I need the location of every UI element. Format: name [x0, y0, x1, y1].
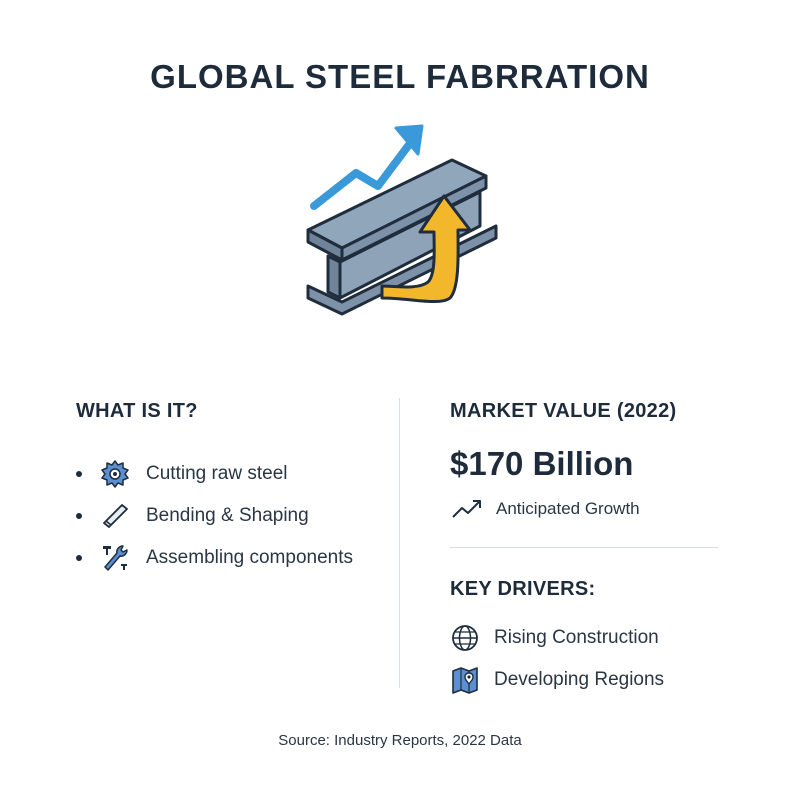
page-title: GLOBAL STEEL FABRRATION [150, 58, 650, 95]
bullet [76, 555, 82, 561]
wrench-bolt-icon [103, 545, 128, 571]
bullet [76, 471, 82, 477]
globe-icon [452, 625, 478, 651]
growth-label: Anticipated Growth [496, 499, 640, 518]
driver-label: Developing Regions [494, 669, 665, 690]
list-item: Assembling components [76, 537, 386, 579]
growth-row: Anticipated Growth [450, 497, 730, 521]
what-is-it-section: WHAT IS IT? Cutting raw steel Bending & … [76, 400, 386, 579]
driver-label: Rising Construction [494, 627, 659, 648]
drivers-heading: KEY DRIVERS: [450, 578, 596, 600]
steel-bar-icon [103, 504, 128, 528]
market-value: $170 Billion [450, 445, 634, 482]
list-item-label: Assembling components [146, 547, 353, 568]
section-divider [450, 547, 718, 548]
saw-blade-icon [101, 460, 129, 488]
source-note: Source: Industry Reports, 2022 Data [278, 732, 522, 749]
trend-up-icon [452, 500, 481, 518]
column-divider [399, 398, 400, 688]
market-heading: MARKET VALUE (2022) [450, 400, 677, 422]
list-item: Cutting raw steel [76, 453, 386, 495]
bullet [76, 513, 82, 519]
list-item-label: Cutting raw steel [146, 463, 288, 484]
list-item-label: Bending & Shaping [146, 505, 309, 526]
market-section: MARKET VALUE (2022) $170 Billion Anticip… [450, 400, 730, 701]
list-item: Rising Construction [450, 617, 730, 659]
steel-beam-growth-icon [306, 124, 498, 316]
list-item: Bending & Shaping [76, 495, 386, 537]
map-pin-icon [452, 667, 478, 694]
list-item: Developing Regions [450, 659, 730, 701]
what-is-it-heading: WHAT IS IT? [76, 400, 198, 422]
